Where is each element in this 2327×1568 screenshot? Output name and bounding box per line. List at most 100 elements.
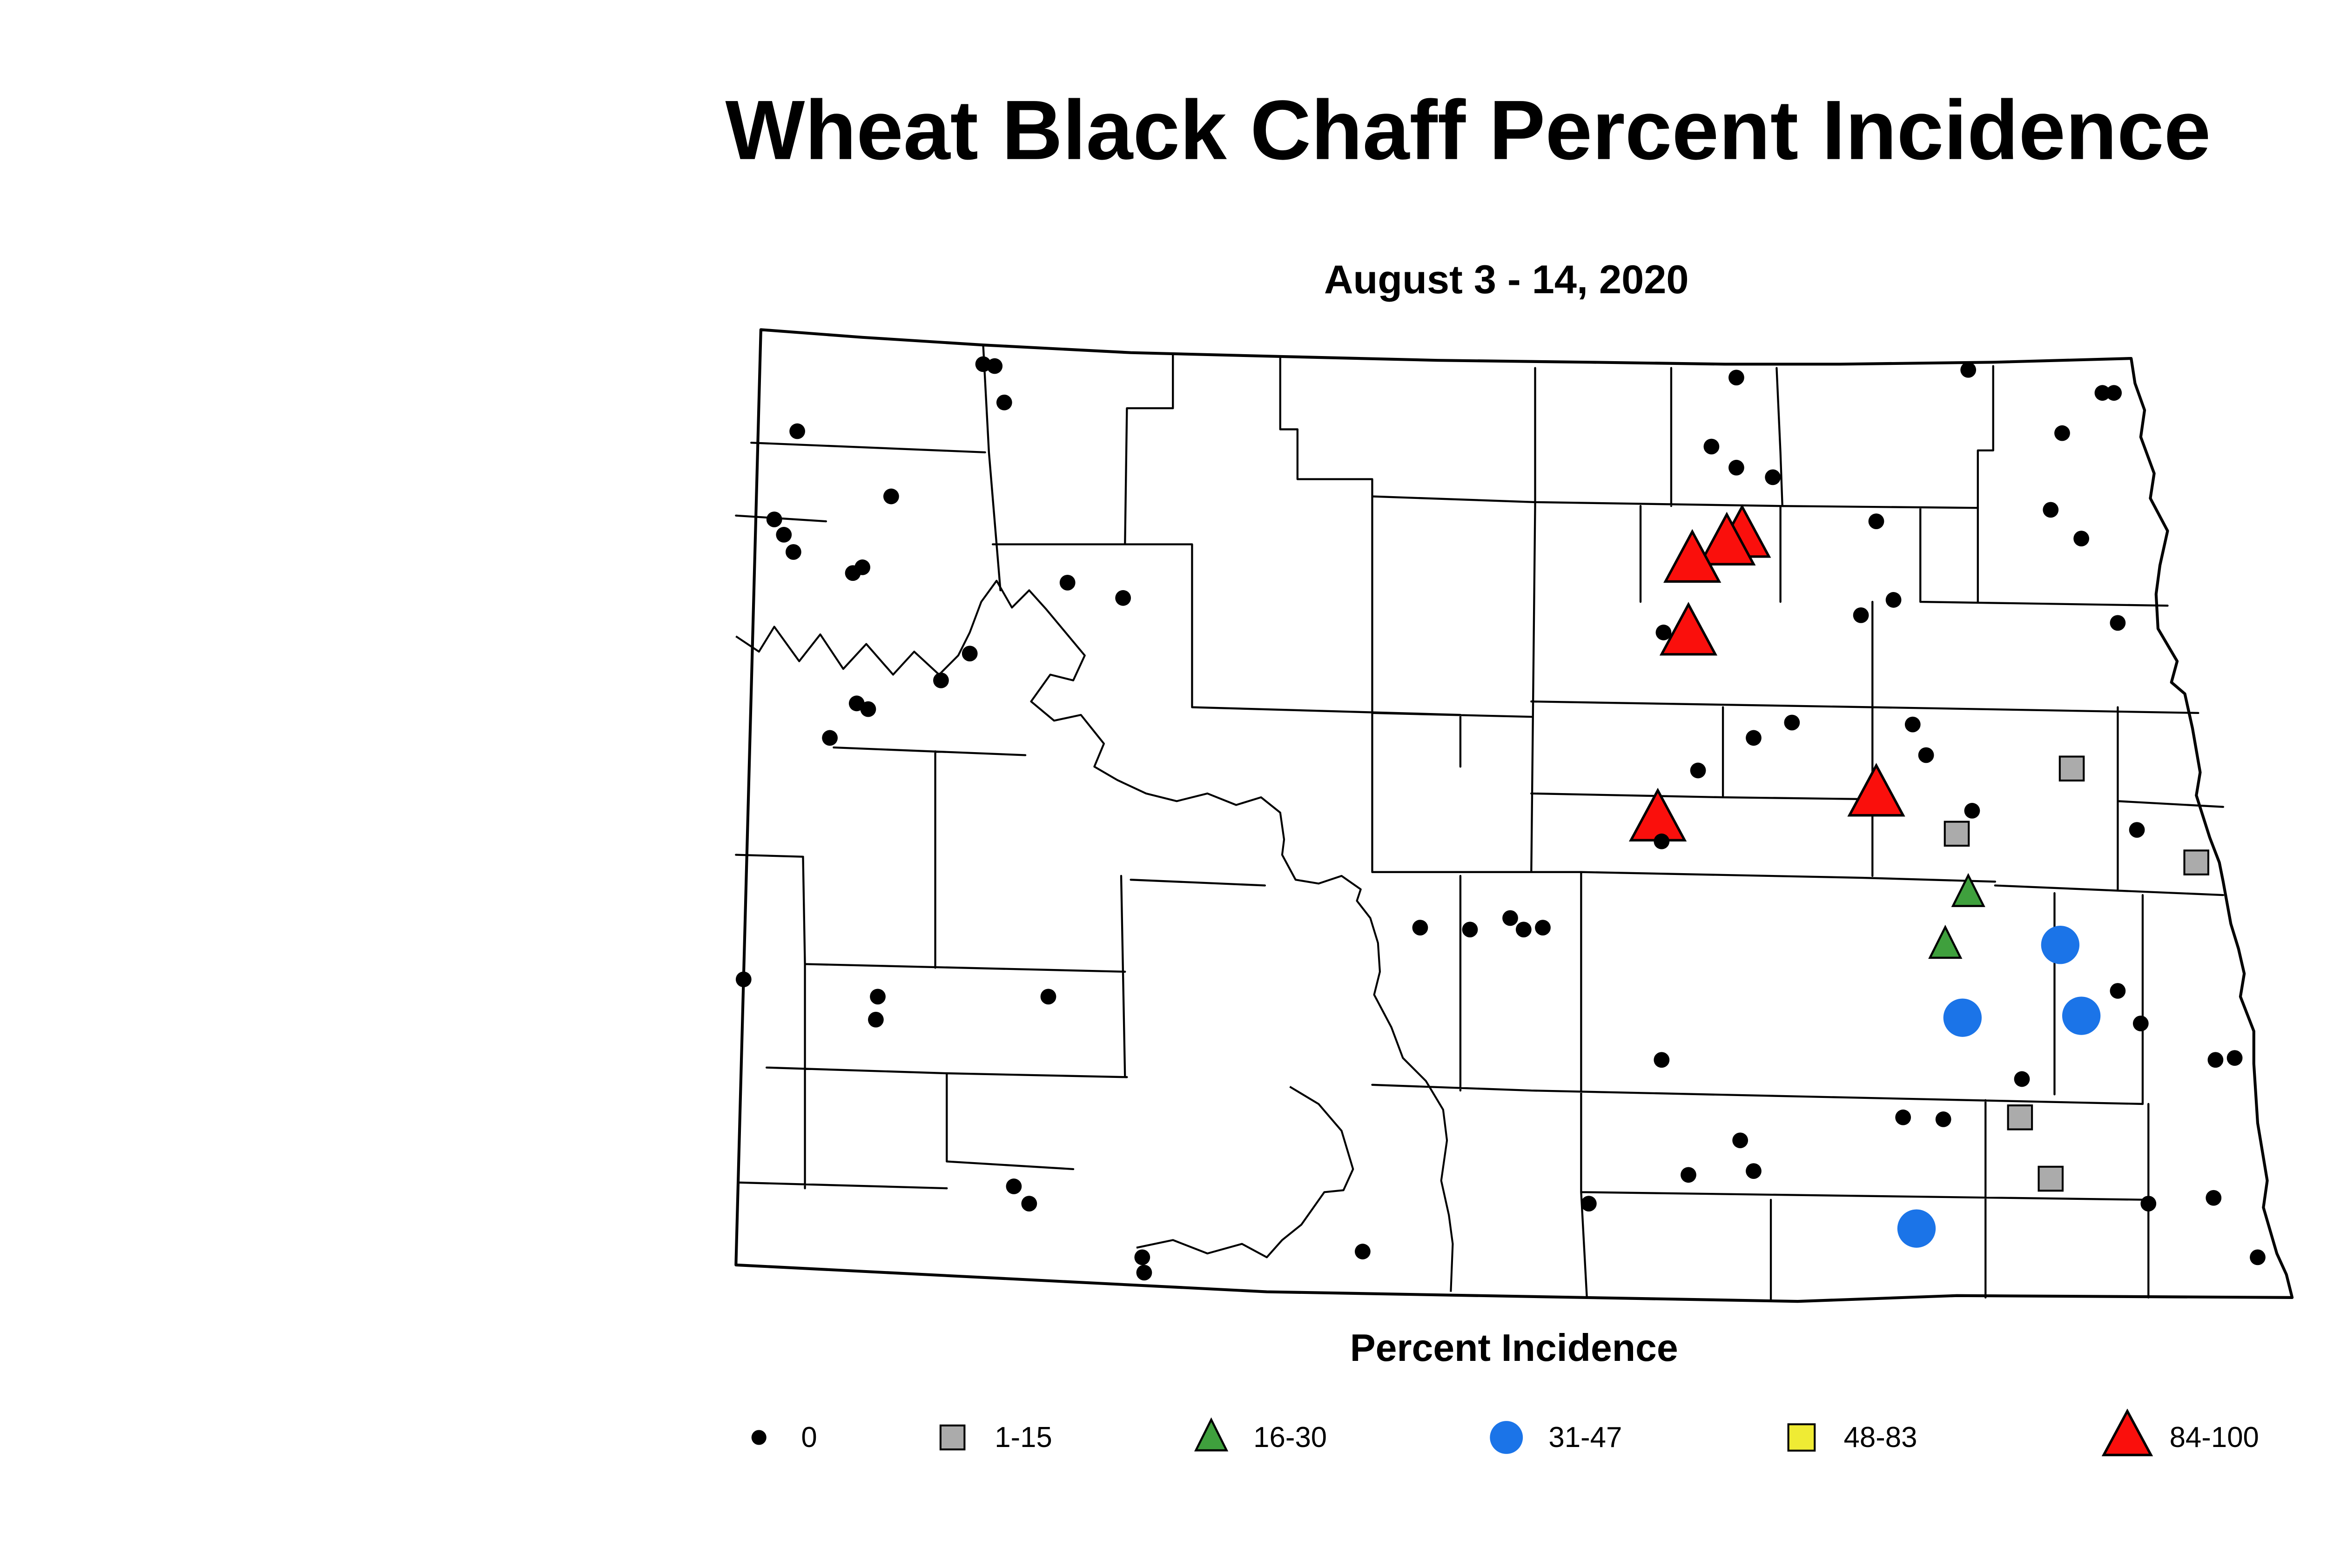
legend-item-1-15: 1-15 (924, 1409, 1052, 1467)
marker-small-black-dot (789, 423, 805, 439)
marker-small-black-dot (2207, 1052, 2224, 1068)
marker-small-black-dot (1895, 1109, 1911, 1125)
marker-small-black-dot (1853, 607, 1869, 623)
legend-symbol-blue-circle-icon (1490, 1421, 1523, 1454)
marker-blue-circle (1897, 1209, 1936, 1248)
marker-small-black-dot (1868, 513, 1884, 529)
marker-small-black-dot (1728, 370, 1744, 386)
marker-small-black-dot (933, 673, 949, 688)
legend-symbol-green-triangle-icon (1194, 1417, 1229, 1452)
marker-gray-square (939, 1424, 966, 1451)
marker-small-black-dot (2206, 1190, 2222, 1206)
marker-red-triangle (2101, 1408, 2153, 1456)
marker-gray-square (2058, 755, 2085, 782)
marker-small-black-dot (2094, 385, 2111, 401)
missouri-river-line (735, 579, 1454, 1292)
legend-symbol-red-triangle-icon (2101, 1408, 2153, 1456)
marker-gray-square (2183, 849, 2210, 875)
marker-small-black-dot (1655, 625, 1672, 640)
marker-small-black-dot (735, 971, 752, 988)
marker-small-black-dot (1412, 920, 1428, 935)
marker-small-black-dot (962, 646, 978, 662)
legend-symbol-yellow-square-icon (1787, 1423, 1816, 1452)
marker-small-black-dot (2132, 1016, 2149, 1031)
marker-small-black-dot (1765, 469, 1781, 485)
marker-gray-square (2038, 1165, 2064, 1192)
marker-small-black-dot (1462, 922, 1478, 938)
marker-small-black-dot (1136, 1265, 1152, 1281)
chart-title: Wheat Black Chaff Percent Incidence (725, 84, 2211, 178)
marker-green-triangle (1928, 924, 1963, 959)
marker-small-black-dot (1040, 989, 1056, 1005)
marker-small-black-dot (996, 394, 1012, 411)
legend-symbol-gray-square-icon (939, 1424, 966, 1451)
marker-small-black-dot (1021, 1196, 1037, 1211)
legend-label: 31-47 (1548, 1421, 1622, 1454)
marker-small-black-dot (1935, 1111, 1951, 1127)
marker-small-black-dot (868, 1011, 884, 1028)
marker-red-triangle (1663, 529, 1722, 583)
marker-small-black-dot (987, 358, 1003, 374)
marker-yellow-square (1787, 1423, 1816, 1452)
marker-small-black-dot (822, 730, 838, 746)
marker-small-black-dot (1502, 910, 1518, 926)
marker-blue-circle (2062, 996, 2101, 1035)
marker-small-black-dot (1703, 438, 1720, 455)
legend-label: 1-15 (995, 1421, 1052, 1454)
marker-small-black-dot (2140, 1196, 2157, 1211)
marker-small-black-dot (2226, 1050, 2243, 1066)
marker-small-black-dot (860, 701, 876, 717)
marker-small-black-dot (854, 559, 870, 575)
chart-subtitle: August 3 - 14, 2020 (1324, 258, 1689, 303)
marker-small-black-dot (2110, 983, 2126, 999)
marker-small-black-dot (1690, 762, 1706, 779)
marker-small-black-dot (2110, 615, 2126, 631)
legend-item-0: 0 (730, 1409, 817, 1467)
marker-small-black-dot (1681, 1167, 1696, 1183)
legend-label: 48-83 (1843, 1421, 1917, 1454)
marker-small-black-dot (1746, 1163, 1762, 1179)
state-outline (734, 328, 2294, 1303)
marker-red-triangle (1847, 763, 1905, 817)
marker-small-black-dot (2250, 1249, 2266, 1265)
marker-red-triangle (1628, 787, 1687, 842)
marker-small-black-dot (2129, 822, 2145, 838)
marker-small-black-dot (1134, 1249, 1150, 1265)
marker-green-triangle (1951, 873, 1985, 907)
marker-small-black-dot (1964, 803, 1980, 819)
marker-small-black-dot (2073, 531, 2090, 547)
marker-small-black-dot (1580, 1196, 1597, 1211)
marker-small-black-dot (1355, 1244, 1371, 1259)
marker-small-black-dot (2014, 1071, 2030, 1087)
marker-small-black-dot (1885, 592, 1902, 608)
data-markers (735, 356, 2266, 1281)
marker-small-black-dot (1784, 714, 1800, 731)
legend-symbol-small-black-dot-icon (751, 1430, 767, 1445)
marker-gray-square (1944, 821, 1970, 847)
legend-item-48-83: 48-83 (1773, 1409, 1917, 1467)
marker-blue-circle (1943, 998, 1982, 1037)
marker-small-black-dot (2043, 502, 2059, 518)
marker-small-black-dot (1654, 833, 1670, 849)
marker-blue-circle (1490, 1421, 1523, 1454)
marker-small-black-dot (1728, 459, 1744, 476)
legend-item-84-100: 84-100 (2098, 1408, 2259, 1467)
marker-small-black-dot (2054, 425, 2070, 441)
marker-small-black-dot (766, 511, 782, 527)
legend-label: 0 (801, 1421, 817, 1454)
marker-green-triangle (1194, 1417, 1229, 1452)
legend-label: 84-100 (2169, 1421, 2259, 1454)
legend-title: Percent Incidence (1350, 1328, 1678, 1371)
marker-small-black-dot (785, 544, 801, 560)
county-boundaries (735, 344, 2225, 1301)
legend-item-16-30: 16-30 (1183, 1409, 1327, 1467)
marker-red-triangle (1698, 511, 1756, 566)
marker-small-black-dot (883, 488, 899, 505)
marker-small-black-dot (1746, 730, 1762, 746)
marker-small-black-dot (1059, 574, 1076, 591)
marker-small-black-dot (1918, 747, 1934, 763)
marker-red-triangle (1659, 602, 1718, 656)
marker-small-black-dot (1115, 590, 1131, 606)
legend-label: 16-30 (1253, 1421, 1327, 1454)
